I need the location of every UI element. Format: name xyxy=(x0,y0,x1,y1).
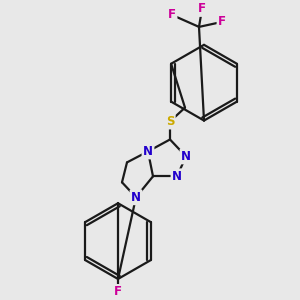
Text: N: N xyxy=(181,150,191,163)
Text: F: F xyxy=(218,15,226,28)
Text: N: N xyxy=(172,170,182,183)
Text: F: F xyxy=(114,285,122,298)
Text: N: N xyxy=(131,191,141,204)
Text: F: F xyxy=(168,8,176,21)
Text: N: N xyxy=(143,145,153,158)
Text: S: S xyxy=(166,115,174,128)
Text: F: F xyxy=(198,2,206,16)
